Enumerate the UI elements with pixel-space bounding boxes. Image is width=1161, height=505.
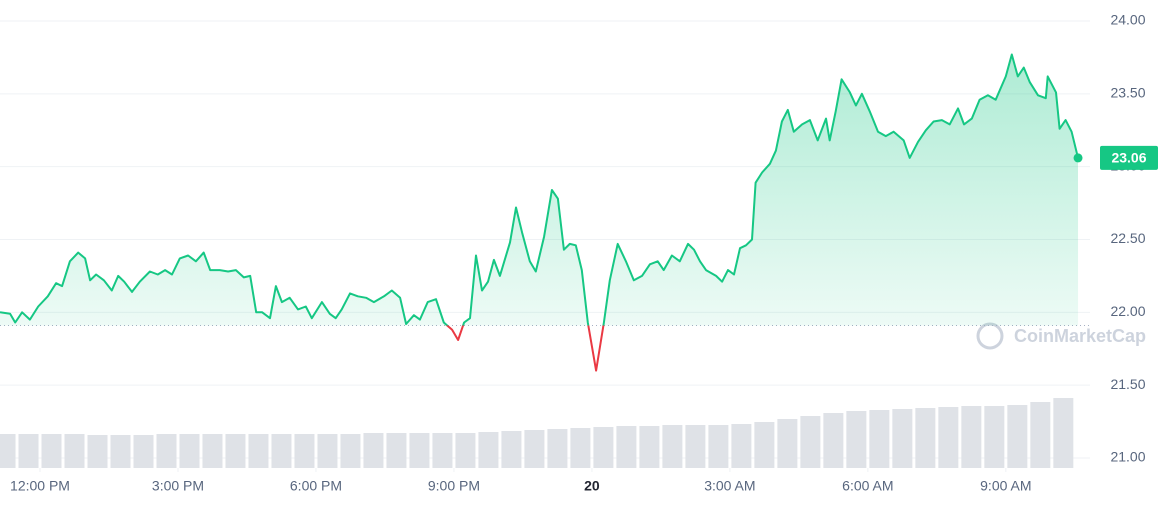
volume-bar bbox=[317, 434, 338, 468]
volume-bar bbox=[938, 407, 959, 468]
volume-bar bbox=[202, 434, 223, 468]
x-tick-label: 3:00 PM bbox=[152, 478, 204, 494]
y-tick-label: 23.50 bbox=[1110, 85, 1145, 101]
volume-bar bbox=[64, 434, 85, 468]
volume-bar bbox=[179, 434, 200, 468]
watermark-logo bbox=[976, 322, 1004, 350]
volume-bar bbox=[708, 425, 729, 468]
volume-bar bbox=[662, 425, 683, 468]
volume-bar bbox=[156, 434, 177, 468]
volume-bar bbox=[18, 434, 39, 468]
volume-bar bbox=[547, 429, 568, 468]
volume-bar bbox=[524, 430, 545, 468]
volume-bar bbox=[363, 433, 384, 468]
volume-bar bbox=[869, 410, 890, 468]
volume-bar bbox=[777, 419, 798, 468]
volume-bar bbox=[616, 426, 637, 468]
volume-bar bbox=[271, 434, 292, 468]
volume-bar bbox=[984, 406, 1005, 468]
volume-bar bbox=[110, 435, 131, 468]
volume-bar bbox=[409, 433, 430, 468]
y-tick-label: 22.50 bbox=[1110, 230, 1145, 246]
volume-bar bbox=[846, 411, 867, 468]
y-tick-label: 21.00 bbox=[1110, 449, 1145, 465]
x-tick-label: 6:00 AM bbox=[842, 478, 893, 494]
volume-bar bbox=[432, 433, 453, 468]
volume-bar bbox=[961, 406, 982, 468]
volume-bar bbox=[340, 434, 361, 468]
volume-bar bbox=[915, 408, 936, 468]
volume-bar bbox=[639, 426, 660, 468]
volume-bar bbox=[225, 434, 246, 468]
volume-bar bbox=[570, 428, 591, 468]
volume-bar bbox=[41, 434, 62, 468]
volume-bar bbox=[593, 427, 614, 468]
x-tick-label: 3:00 AM bbox=[704, 478, 755, 494]
price-badge-label: 23.06 bbox=[1111, 150, 1146, 166]
volume-bar bbox=[685, 425, 706, 468]
volume-bar bbox=[386, 433, 407, 468]
volume-bar bbox=[455, 433, 476, 468]
volume-bar bbox=[1007, 405, 1028, 468]
volume-bar bbox=[823, 413, 844, 468]
volume-bar bbox=[248, 434, 269, 468]
volume-bar bbox=[0, 434, 16, 468]
x-tick-label: 6:00 PM bbox=[290, 478, 342, 494]
x-tick-label: 20 bbox=[584, 478, 600, 494]
volume-bar bbox=[1030, 402, 1051, 468]
watermark: CoinMarketCap bbox=[976, 322, 1146, 350]
price-badge bbox=[1100, 145, 1158, 170]
last-price-dot bbox=[1073, 153, 1083, 163]
volume-bar bbox=[1053, 398, 1074, 468]
watermark-text: CoinMarketCap bbox=[1014, 326, 1146, 346]
x-tick-label: 9:00 PM bbox=[428, 478, 480, 494]
y-tick-label: 24.00 bbox=[1110, 12, 1145, 28]
volume-bar bbox=[892, 409, 913, 468]
volume-bar bbox=[800, 416, 821, 468]
x-tick-label: 12:00 PM bbox=[10, 478, 70, 494]
volume-bar bbox=[754, 422, 775, 468]
volume-bar bbox=[294, 434, 315, 468]
x-tick-label: 9:00 AM bbox=[980, 478, 1031, 494]
price-line bbox=[0, 53, 1079, 326]
y-tick-label: 21.50 bbox=[1110, 376, 1145, 392]
volume-bar bbox=[87, 435, 108, 468]
volume-bar bbox=[731, 424, 752, 468]
price-area bbox=[0, 54, 1079, 326]
volume-bar bbox=[133, 435, 154, 468]
volume-bar bbox=[478, 432, 499, 468]
volume-bar bbox=[501, 431, 522, 468]
y-tick-label: 22.00 bbox=[1110, 303, 1145, 319]
